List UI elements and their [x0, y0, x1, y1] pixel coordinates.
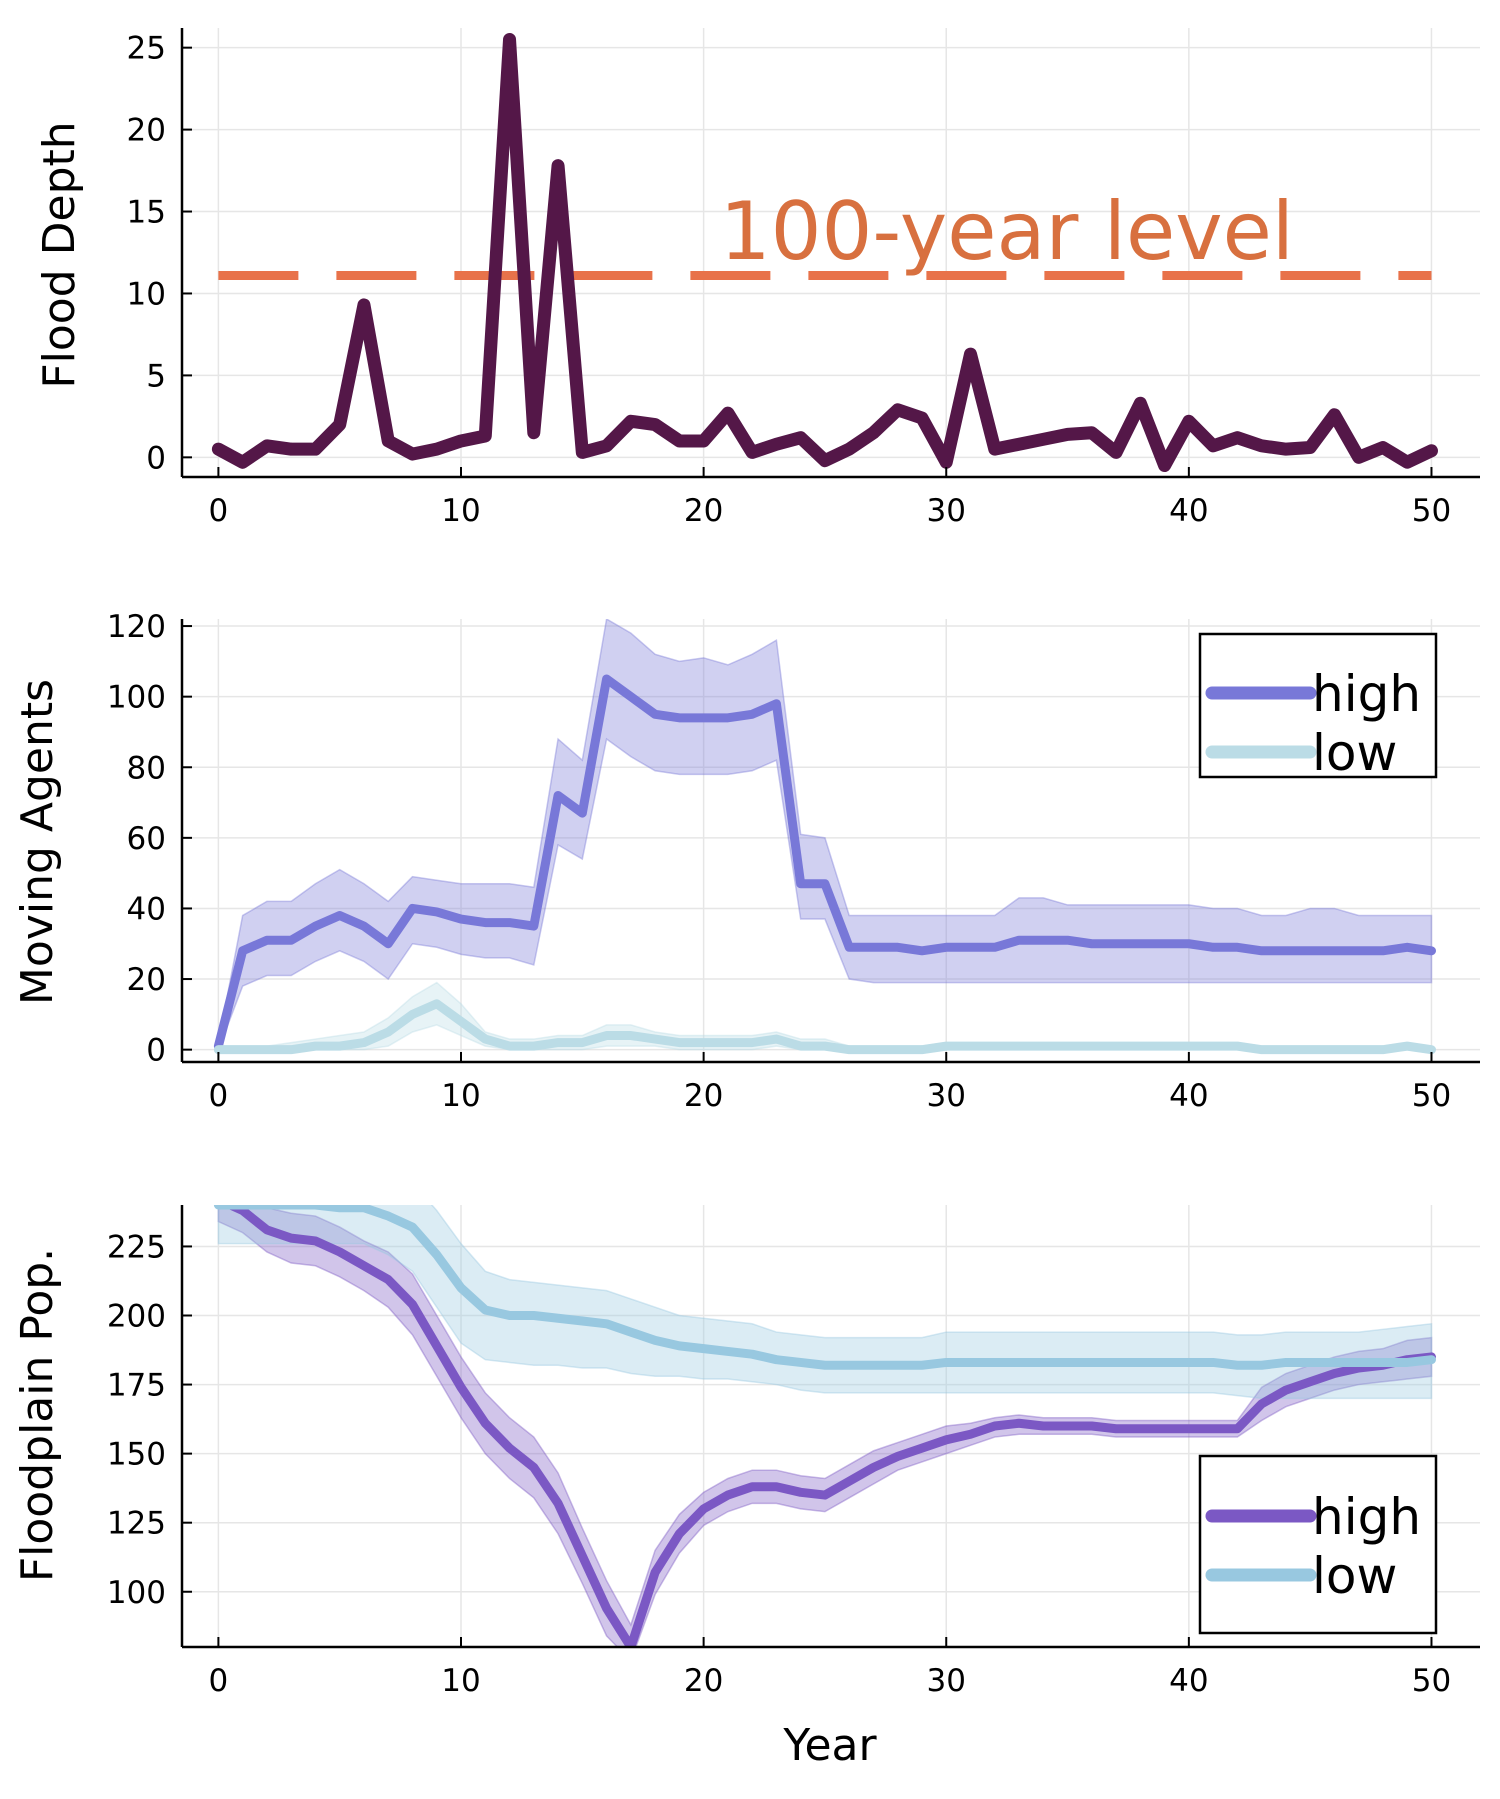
moving-agents-axes — [180, 619, 1480, 1064]
moving-agents-y-label: Moving Agents — [12, 679, 63, 1005]
y-tick-label: 5 — [146, 358, 166, 394]
x-tick-label: 30 — [927, 493, 966, 529]
x-tick-label: 40 — [1169, 1663, 1208, 1699]
floodplain-pop-lines — [213, 1205, 1436, 1647]
legend-label-high: high — [1312, 1488, 1421, 1546]
y-tick-label: 0 — [146, 1033, 166, 1069]
y-tick-label: 120 — [107, 609, 166, 645]
x-tick-label: 20 — [684, 1663, 723, 1699]
flood-depth-axes — [180, 28, 1480, 479]
y-tick-label: 80 — [127, 750, 166, 786]
legend-label-low: low — [1312, 1547, 1397, 1605]
x-tick-label: 0 — [209, 1078, 229, 1114]
moving-agents-lines — [213, 674, 1436, 1055]
hundred-year-level-annotation: 100-year level — [720, 185, 1294, 278]
x-tick-label: 30 — [927, 1078, 966, 1114]
x-tick-label: 10 — [441, 1078, 480, 1114]
x-axis-label-year: Year — [782, 1720, 877, 1771]
y-tick-label: 150 — [107, 1437, 166, 1473]
y-tick-label: 125 — [107, 1506, 166, 1542]
y-tick-label: 40 — [127, 891, 166, 927]
x-tick-label: 20 — [684, 1078, 723, 1114]
series-line-flood-depth — [211, 32, 1438, 473]
confidence-band-low — [217, 1205, 1433, 1400]
series-line-high — [213, 674, 1436, 1051]
floodplain-pop-panel: 0 10 20 30 40 50 100 125 150 175 200 225 Floodplain… — [12, 1205, 1480, 1771]
floodplain-pop-ticks: 0 10 20 30 40 50 100 125 150 175 200 225 — [107, 1229, 1451, 1699]
x-tick-label: 40 — [1169, 493, 1208, 529]
y-tick-label: 15 — [127, 195, 166, 231]
y-tick-label: 25 — [127, 31, 166, 67]
y-tick-label: 200 — [107, 1299, 166, 1335]
floodplain-pop-axes — [180, 1205, 1480, 1649]
confidence-band-low — [217, 981, 1433, 1051]
x-tick-label: 50 — [1412, 1078, 1451, 1114]
y-tick-label: 0 — [146, 440, 166, 476]
y-tick-label: 10 — [127, 276, 166, 312]
x-tick-label: 30 — [927, 1663, 966, 1699]
x-tick-label: 40 — [1169, 1078, 1208, 1114]
moving-agents-panel: 0 10 20 30 40 50 0 20 40 60 80 100 120 Moving Agents… — [12, 609, 1480, 1114]
series-line-low — [213, 999, 1436, 1055]
x-tick-label: 50 — [1412, 1663, 1451, 1699]
series-line-high — [219, 1205, 1436, 1647]
legend-label-high: high — [1312, 665, 1421, 723]
flood-depth-ticks: 0 10 20 30 40 50 0 5 10 15 20 25 — [127, 31, 1452, 529]
series-line-low — [213, 1205, 1436, 1370]
x-tick-label: 0 — [209, 493, 229, 529]
x-tick-label: 0 — [209, 1663, 229, 1699]
flood-depth-lines — [211, 32, 1438, 473]
floodplain-pop-y-label: Floodplain Pop. — [12, 1248, 63, 1582]
y-tick-label: 20 — [127, 962, 166, 998]
y-tick-label: 100 — [107, 680, 166, 716]
flood-depth-grid — [182, 28, 1480, 477]
x-tick-label: 50 — [1412, 493, 1451, 529]
moving-agents-ticks: 0 10 20 30 40 50 0 20 40 60 80 100 120 — [107, 609, 1451, 1114]
x-tick-label: 10 — [441, 493, 480, 529]
y-tick-label: 60 — [127, 821, 166, 857]
y-tick-label: 225 — [107, 1229, 166, 1265]
flood-depth-y-label: Flood Depth — [34, 121, 85, 388]
floodplain-pop-legend: high low — [1198, 1454, 1438, 1635]
moving-agents-legend: high low — [1198, 632, 1438, 782]
flood-depth-panel: 0 10 20 30 40 50 0 5 10 15 20 25 Flood Depth 100-ye… — [34, 28, 1480, 529]
y-tick-label: 100 — [107, 1575, 166, 1611]
y-tick-label: 175 — [107, 1368, 166, 1404]
x-tick-label: 20 — [684, 493, 723, 529]
floodplain-pop-legend-box — [1198, 1454, 1438, 1635]
legend-label-low: low — [1312, 724, 1397, 782]
x-tick-label: 10 — [441, 1663, 480, 1699]
y-tick-label: 20 — [127, 113, 166, 149]
